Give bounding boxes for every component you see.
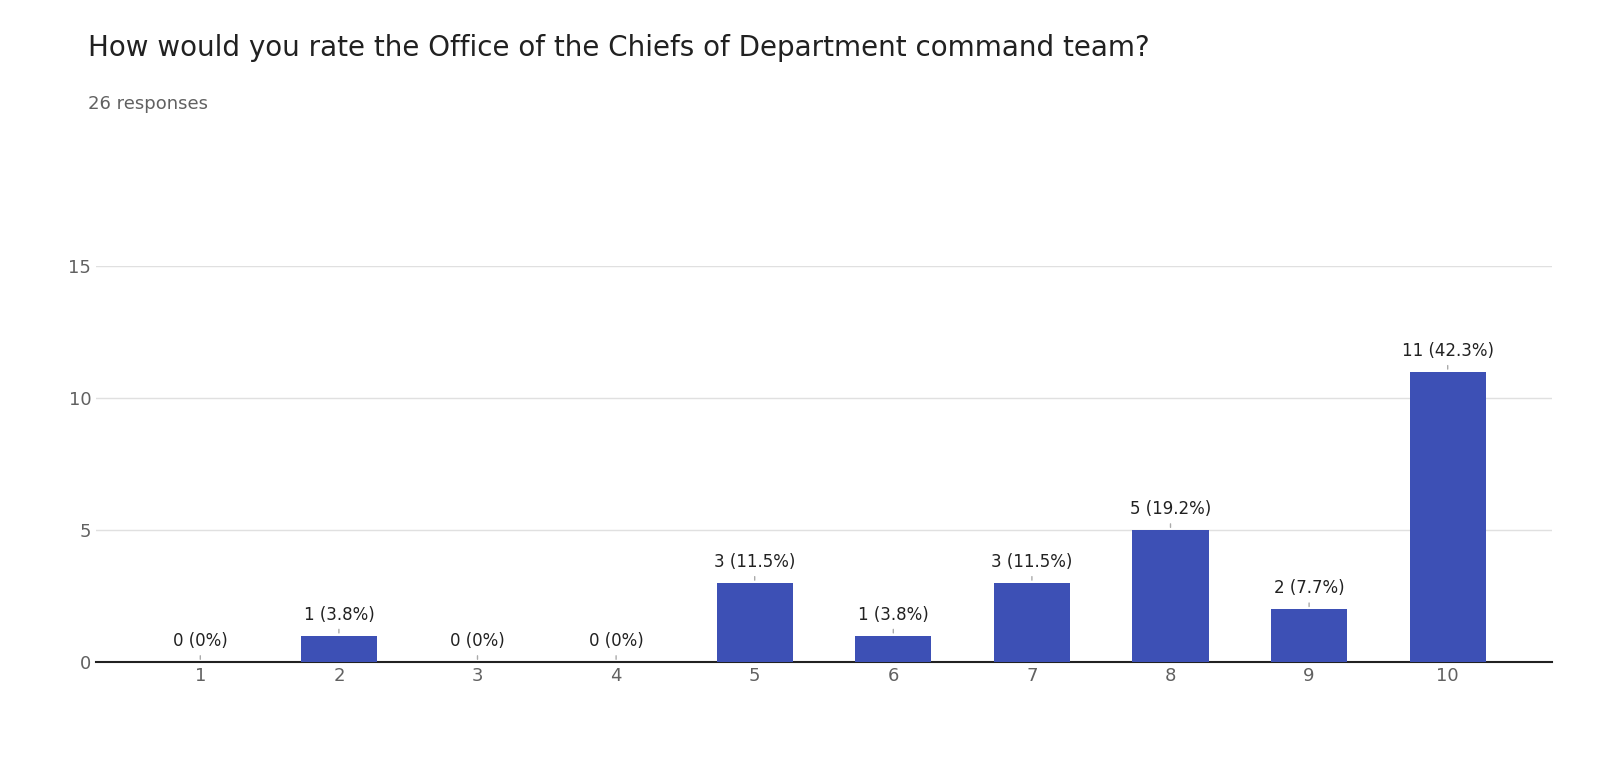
Bar xyxy=(1410,372,1486,662)
Text: 0 (0%): 0 (0%) xyxy=(589,632,643,659)
Bar xyxy=(301,635,378,662)
Text: 1 (3.8%): 1 (3.8%) xyxy=(858,606,928,633)
Text: 11 (42.3%): 11 (42.3%) xyxy=(1402,342,1494,369)
Text: How would you rate the Office of the Chiefs of Department command team?: How would you rate the Office of the Chi… xyxy=(88,34,1150,62)
Bar xyxy=(717,583,794,662)
Text: 3 (11.5%): 3 (11.5%) xyxy=(714,553,795,580)
Text: 0 (0%): 0 (0%) xyxy=(450,632,506,659)
Text: 26 responses: 26 responses xyxy=(88,95,208,113)
Text: 5 (19.2%): 5 (19.2%) xyxy=(1130,500,1211,527)
Bar xyxy=(854,635,931,662)
Text: 2 (7.7%): 2 (7.7%) xyxy=(1274,579,1344,607)
Text: 0 (0%): 0 (0%) xyxy=(173,632,227,659)
Text: 3 (11.5%): 3 (11.5%) xyxy=(992,553,1072,580)
Bar xyxy=(994,583,1070,662)
Bar xyxy=(1270,610,1347,662)
Text: 1 (3.8%): 1 (3.8%) xyxy=(304,606,374,633)
Bar xyxy=(1133,530,1208,662)
